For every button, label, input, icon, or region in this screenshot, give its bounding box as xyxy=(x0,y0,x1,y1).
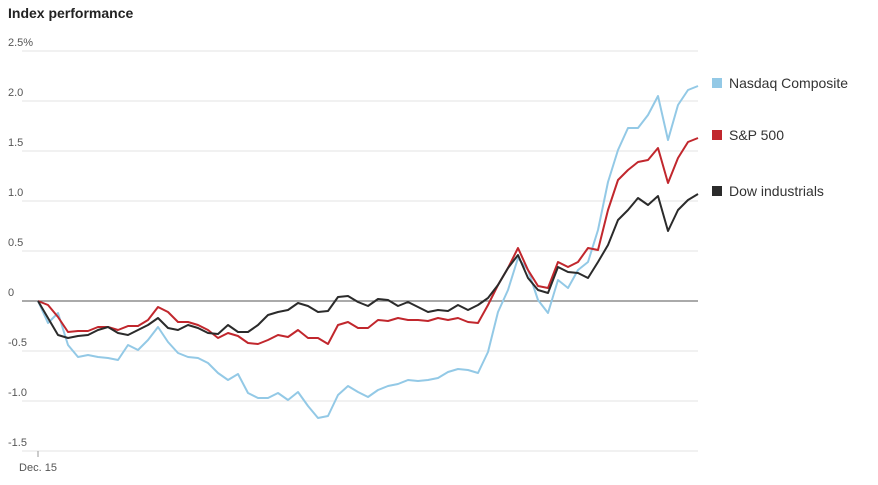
legend-label: Dow industrials xyxy=(729,183,824,199)
y-tick-label: 1.0 xyxy=(8,187,23,199)
y-tick-label: 0 xyxy=(8,287,14,299)
y-tick-label: 2.0 xyxy=(8,87,23,99)
y-tick-label: 0.5 xyxy=(8,237,23,249)
y-tick-label: -0.5 xyxy=(8,337,27,349)
y-tick-label: -1.0 xyxy=(8,387,27,399)
y-tick-label: 2.5% xyxy=(8,37,33,49)
legend-label: S&P 500 xyxy=(729,127,784,143)
legend-swatch xyxy=(712,78,722,88)
legend-label: Nasdaq Composite xyxy=(729,75,848,91)
y-tick-label: -1.5 xyxy=(8,437,27,449)
legend-swatch xyxy=(712,130,722,140)
chart-title: Index performance xyxy=(8,5,133,21)
series-line xyxy=(37,137,699,345)
series-line xyxy=(37,193,699,339)
x-tick-label: Dec. 15 xyxy=(19,462,57,474)
series-line xyxy=(37,85,699,419)
y-tick-label: 1.5 xyxy=(8,137,23,149)
legend-swatch xyxy=(712,186,722,196)
